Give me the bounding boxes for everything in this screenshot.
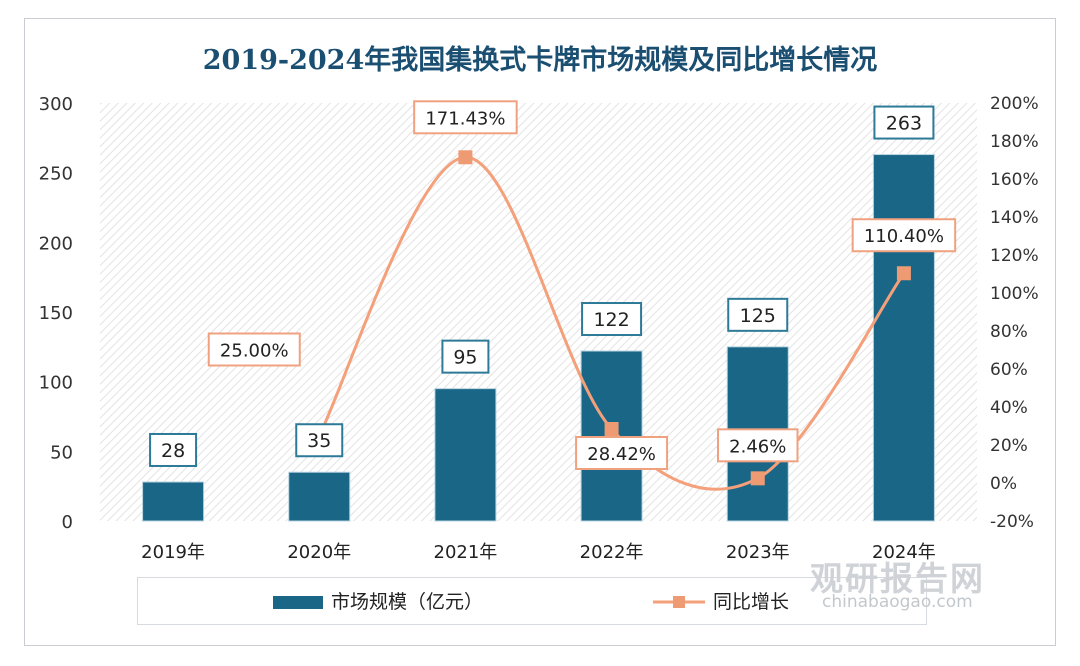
y-right-tick-label: 20%	[990, 436, 1028, 456]
y-right-tick-label: 160%	[990, 170, 1039, 190]
x-tick-label: 2024年	[872, 542, 936, 563]
bar-value-label: 125	[740, 305, 776, 327]
line-value-label: 110.40%	[864, 226, 944, 247]
line-value-label-box	[717, 428, 799, 463]
x-tick-label: 2021年	[434, 542, 498, 563]
legend-line-marker	[673, 596, 685, 608]
y-left-tick-label: 100	[39, 373, 73, 394]
bar-value-label-box	[581, 302, 643, 337]
line-value-label-box	[851, 218, 957, 253]
bar	[142, 481, 205, 522]
y-left-tick-label: 50	[50, 442, 73, 463]
line-value-label: 28.42%	[587, 444, 656, 465]
line-value-label-box	[207, 332, 301, 367]
bar-value-label-box	[441, 339, 490, 374]
y-right-tick-label: 0%	[990, 474, 1017, 494]
line-value-label: 171.43%	[425, 108, 505, 129]
y-left-tick-label: 250	[39, 164, 73, 185]
growth-line	[317, 155, 906, 491]
chart-title: 2019-2024年我国集换式卡牌市场规模及同比增长情况	[202, 45, 878, 76]
x-tick-label: 2022年	[580, 542, 644, 563]
bar-value-label: 95	[453, 347, 477, 369]
y-right-tick-label: 120%	[990, 246, 1039, 266]
bar-value-label-box	[149, 432, 198, 467]
x-tick-label: 2020年	[287, 542, 351, 563]
y-right-tick-label: 40%	[990, 398, 1028, 418]
y-left-tick-label: 150	[39, 303, 73, 324]
line-marker	[458, 150, 473, 165]
line-marker	[604, 422, 619, 437]
y-right-tick-label: 100%	[990, 284, 1039, 304]
y-left-tick-label: 300	[39, 94, 73, 115]
y-right-tick-label: 180%	[990, 132, 1039, 152]
bar	[872, 154, 935, 522]
watermark-cn: 观研报告网	[810, 559, 985, 598]
x-tick-label: 2019年	[141, 542, 205, 563]
legend-line-label: 同比增长	[713, 591, 789, 613]
line-value-label: 2.46%	[729, 436, 786, 457]
legend: 市场规模（亿元） 同比增长	[137, 577, 927, 625]
line-value-label-box	[575, 436, 669, 471]
watermark-en: chinabaogao.com	[822, 592, 973, 612]
bar	[288, 471, 351, 522]
bar-value-label: 122	[593, 309, 629, 331]
y-left-tick-label: 200	[39, 233, 73, 254]
line-value-label: 25.00%	[220, 341, 289, 362]
y-right-tick-label: 80%	[990, 322, 1028, 342]
bar-value-label: 28	[161, 440, 185, 462]
x-tick-label: 2023年	[726, 542, 790, 563]
y-right-tick-label: 140%	[990, 208, 1039, 228]
bar-value-label: 35	[307, 430, 331, 452]
bar	[434, 388, 497, 522]
line-marker	[896, 266, 911, 281]
bar-value-label: 263	[886, 113, 922, 135]
y-right-tick-label: -20%	[990, 512, 1034, 532]
y-left-tick-label: 0	[62, 512, 73, 533]
bar-value-label-box	[873, 105, 935, 140]
plot-area	[100, 103, 977, 521]
bar-value-label-box	[727, 297, 789, 332]
y-right-tick-label: 200%	[990, 94, 1039, 114]
y-right-tick-label: 60%	[990, 360, 1028, 380]
legend-bar-label: 市场规模（亿元）	[331, 591, 483, 613]
legend-bar-swatch	[273, 596, 323, 609]
line-value-label-box	[413, 100, 518, 135]
bar-value-label-box	[295, 423, 344, 458]
line-marker	[750, 471, 765, 486]
